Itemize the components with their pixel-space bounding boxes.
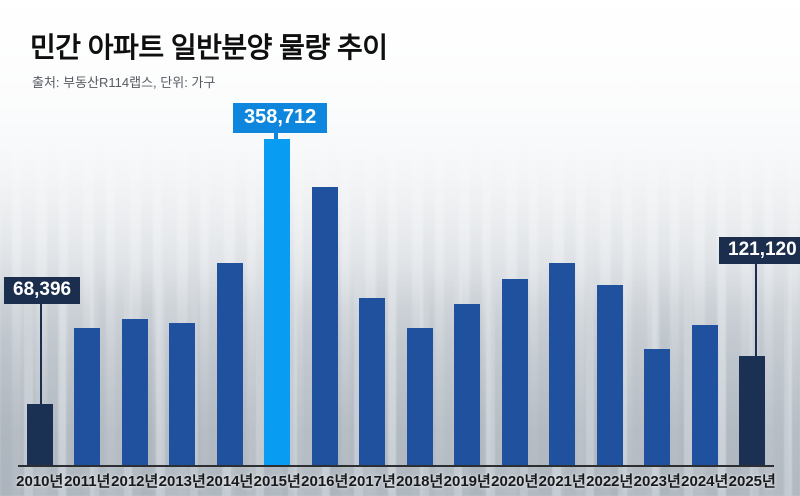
bar-slot [444,0,492,466]
x-axis-labels: 2010년 2011년 2012년 2013년 2014년 2015년 2016년 2017년… [16,470,776,491]
value-callout-2025: 121,120 [719,237,800,264]
value-callout-2010: 68,396 [4,277,81,304]
bar-slot [586,0,634,466]
x-axis-line [18,465,774,467]
source-note: 출처: 부동산R114랩스, 단위: 가구 [32,75,216,90]
x-axis-label: 2013년 [158,473,206,490]
x-axis-label: 2011년 [64,473,111,490]
bar [121,319,148,466]
x-axis-label: 2015년 [253,473,301,490]
value-callout-2015: 358,712 [233,103,328,133]
bar [311,187,338,466]
bar-slot [539,0,587,466]
bar-slot [396,0,444,466]
callout-line-2025 [755,262,757,356]
callout-line-2010 [40,302,42,404]
bar [264,139,291,466]
x-axis-label: 2020년 [491,473,539,490]
bar-slot [16,0,64,466]
bar [501,279,528,466]
x-axis-label: 2019년 [443,473,491,490]
bar [596,285,623,466]
x-axis-label: 2025년 [728,473,776,490]
bar [644,349,671,466]
bar [216,263,243,466]
bar [406,328,433,466]
callout-stem-2015 [274,130,278,140]
bar-slot [681,0,729,466]
bar-slot [729,0,777,466]
x-axis-label: 2022년 [586,473,634,490]
x-axis-label: 2010년 [16,473,64,490]
bar [549,263,576,466]
bar [169,323,196,466]
bar-slot [349,0,397,466]
bar-slot [111,0,159,466]
bar [739,356,766,466]
page-title: 민간 아파트 일반분양 물량 추이 [30,32,388,63]
x-axis-label: 2023년 [633,473,681,490]
x-axis-label: 2016년 [301,473,349,490]
x-axis-label: 2014년 [206,473,254,490]
bar [359,298,386,466]
x-axis-label: 2021년 [538,473,586,490]
bar-slot [301,0,349,466]
bar [691,325,718,466]
bar [454,304,481,466]
x-axis-label: 2017년 [348,473,396,490]
bar [74,328,101,466]
x-axis-label: 2024년 [681,473,729,490]
bar-slot [491,0,539,466]
x-axis-label: 2018년 [396,473,444,490]
x-axis-label: 2012년 [111,473,159,490]
bar-slot [254,0,302,466]
bar-slot [159,0,207,466]
bar-slot [634,0,682,466]
bar [26,404,53,466]
bars [16,0,776,466]
bar-slot [64,0,112,466]
bar-slot [206,0,254,466]
